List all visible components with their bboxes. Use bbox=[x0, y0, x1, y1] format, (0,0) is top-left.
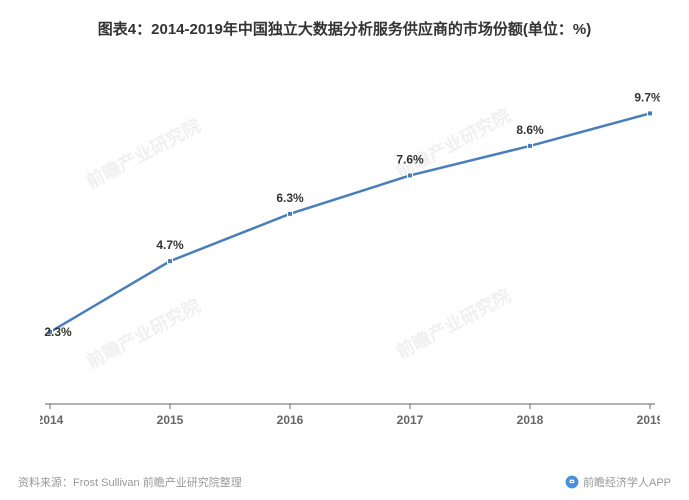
x-axis-label: 2014 bbox=[40, 413, 64, 427]
data-marker bbox=[528, 143, 533, 148]
chart-title: 图表4：2014-2019年中国独立大数据分析服务供应商的市场份额(单位：%) bbox=[0, 0, 689, 39]
x-axis-label: 2015 bbox=[157, 413, 184, 427]
data-label: 8.6% bbox=[516, 123, 544, 137]
data-marker bbox=[408, 173, 413, 178]
x-axis-label: 2016 bbox=[277, 413, 304, 427]
data-marker bbox=[648, 111, 653, 116]
x-axis-label: 2017 bbox=[397, 413, 424, 427]
chart-container: 2014 2015 2016 2017 2018 2019 2.3% 4.7% 6.3% 7.6%… bbox=[40, 55, 660, 440]
footer: 资料来源：Frost Sullivan 前瞻产业研究院整理 前瞻经济学人APP bbox=[18, 474, 671, 490]
source-text: 资料来源：Frost Sullivan 前瞻产业研究院整理 bbox=[18, 474, 242, 490]
data-marker bbox=[168, 259, 173, 264]
data-label: 6.3% bbox=[276, 191, 304, 205]
x-axis-label: 2018 bbox=[517, 413, 544, 427]
line-chart: 2014 2015 2016 2017 2018 2019 2.3% 4.7% 6.3% 7.6%… bbox=[40, 55, 660, 440]
app-icon bbox=[565, 475, 579, 489]
data-label: 9.7% bbox=[634, 90, 660, 104]
data-label: 7.6% bbox=[396, 152, 424, 166]
data-label: 4.7% bbox=[156, 238, 184, 252]
data-label: 2.3% bbox=[44, 325, 72, 339]
data-marker bbox=[288, 211, 293, 216]
x-axis-label: 2019 bbox=[637, 413, 660, 427]
app-attribution: 前瞻经济学人APP bbox=[565, 474, 671, 490]
